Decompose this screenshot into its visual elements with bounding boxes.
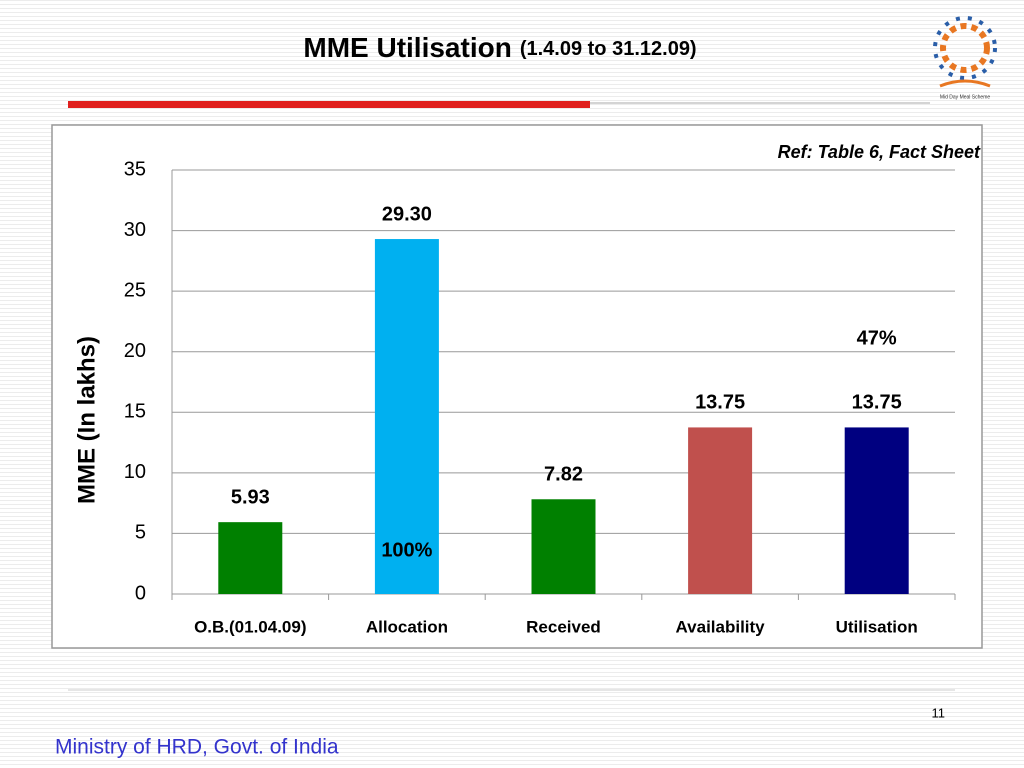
page-number: 11	[932, 705, 946, 720]
x-tick-label: Utilisation	[836, 617, 918, 636]
y-tick-label: 0	[135, 582, 146, 604]
logo-ring	[940, 23, 990, 73]
y-tick-label: 30	[124, 219, 146, 241]
y-tick-label: 5	[135, 522, 146, 544]
y-tick-label: 20	[124, 340, 146, 362]
bar	[218, 522, 283, 594]
y-tick-label: 15	[124, 401, 146, 423]
bar	[688, 427, 753, 594]
data-label: 13.75	[852, 392, 902, 414]
footer: Ministry of HRD, Govt. of India	[55, 736, 339, 759]
bar	[531, 499, 596, 594]
data-label: 29.30	[382, 203, 432, 225]
y-tick-label: 35	[124, 158, 146, 180]
note: Ref: Table 6, Fact Sheet	[778, 142, 981, 162]
bar	[844, 427, 909, 594]
annotation: 47%	[857, 327, 897, 349]
chart-title: MME Utilisation	[303, 32, 511, 63]
logo-ring-outer	[933, 16, 997, 80]
title-group: MME Utilisation (1.4.09 to 31.12.09)	[303, 32, 696, 63]
data-label: 13.75	[695, 392, 745, 414]
data-label: 5.93	[231, 486, 270, 508]
x-tick-label: Availability	[676, 617, 766, 636]
y-axis-label: MME (In lakhs)	[73, 336, 100, 504]
x-tick-label: O.B.(01.04.09)	[194, 617, 306, 636]
plot: 0 5 10 15 20 25 30 35 O.B.(01.04.09) 5.93 Allocati…	[124, 158, 956, 636]
title-rule	[68, 101, 590, 108]
logo-text: Mid Day Meal Scheme	[940, 94, 991, 100]
logo-book	[939, 79, 991, 88]
logo: Mid Day Meal Scheme	[933, 16, 997, 100]
data-label: 7.82	[544, 464, 583, 486]
annotation: 100%	[381, 539, 432, 561]
y-tick-label: 10	[124, 461, 146, 483]
x-tick-label: Allocation	[366, 617, 448, 636]
bar	[374, 239, 439, 594]
chart-subtitle: (1.4.09 to 31.12.09)	[520, 38, 697, 60]
x-tick-label: Received	[526, 617, 601, 636]
y-tick-label: 25	[124, 279, 146, 301]
chart-frame	[51, 124, 983, 649]
